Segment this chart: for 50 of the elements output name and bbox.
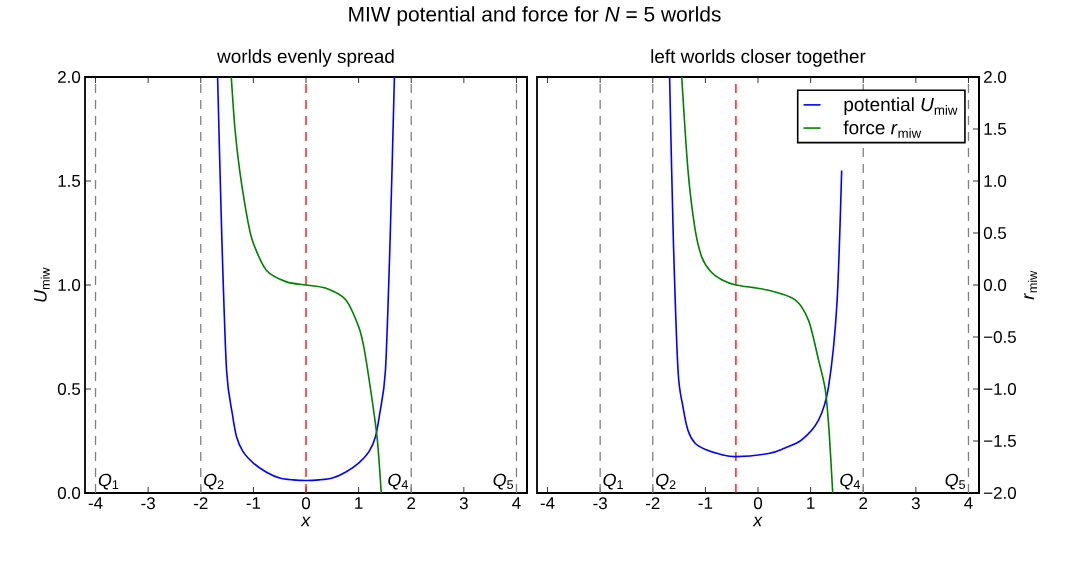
line-series	[680, 76, 834, 493]
x-tick-label: -1	[698, 497, 713, 509]
y-tick-label: 1.0	[58, 279, 81, 291]
ref-line-label: Q$_{4}$	[388, 473, 408, 490]
y2-tick-label: 0.0	[983, 279, 1007, 291]
y2-tick-label: −1.5	[984, 435, 1016, 447]
x-tick-label: 1	[807, 497, 815, 509]
ref-line-label: Q$_{1}$	[603, 473, 623, 490]
y-tick-label: 0.5	[57, 383, 81, 395]
legend-label: potential U$_{miw}$	[844, 97, 958, 115]
chart-title: MIW potential and force for N = 5 worlds	[349, 6, 721, 26]
x-tick-label: -4	[88, 497, 103, 509]
x-tick-label: -3	[141, 497, 155, 510]
y2-tick-label: −2.0	[984, 487, 1017, 499]
ref-line-label: Q$_{2}$	[656, 473, 676, 490]
x-tick-label: 2	[407, 497, 416, 510]
y-tick-label: 2.0	[58, 71, 81, 83]
x-tick-label: 1	[355, 497, 363, 509]
x-tick-label: 3	[459, 497, 468, 510]
y2-axis-title: r$_{miw}$	[1024, 270, 1038, 300]
ref-line-label: Q$_{4}$	[840, 473, 860, 490]
y2-tick-label: −0.5	[984, 331, 1016, 343]
chart-subtitle: left worlds closer together	[651, 49, 866, 67]
x-tick-label: 2	[859, 497, 868, 510]
x-tick-label: 4	[964, 497, 973, 509]
y-tick-label: 1.5	[58, 175, 81, 187]
y-tick-label: 0.0	[57, 487, 81, 499]
ref-line-label: Q$_{2}$	[204, 473, 224, 490]
ref-line-label: Q$_{5}$	[493, 473, 514, 490]
y2-tick-label: 1.0	[984, 175, 1007, 187]
x-tick-label: -2	[193, 497, 208, 510]
y2-tick-label: 0.5	[983, 227, 1007, 239]
x-tick-label: 0	[753, 497, 763, 510]
x-tick-label: 4	[512, 497, 521, 509]
ref-line-label: Q$_{5}$	[945, 473, 966, 490]
ref-line-label: Q$_{1}$	[98, 473, 119, 490]
x-tick-label: -3	[593, 497, 607, 510]
chart-subtitle: worlds evenly spread	[217, 49, 394, 67]
y-axis-title: U$_{miw}$	[34, 267, 50, 302]
x-tick-label: -2	[645, 497, 660, 510]
x-tick-label: -1	[246, 497, 261, 509]
x-tick-label: -4	[540, 497, 555, 509]
y2-tick-label: 2.0	[984, 71, 1007, 83]
x-tick-label: 3	[911, 497, 920, 510]
x-tick-label: 0	[301, 497, 311, 510]
legend-label: force r$_{miw}$	[843, 120, 922, 138]
x-axis-title: x	[752, 516, 763, 527]
x-axis-title: x	[300, 516, 311, 527]
y2-tick-label: −1.0	[984, 383, 1017, 395]
y2-tick-label: 1.5	[984, 123, 1007, 135]
